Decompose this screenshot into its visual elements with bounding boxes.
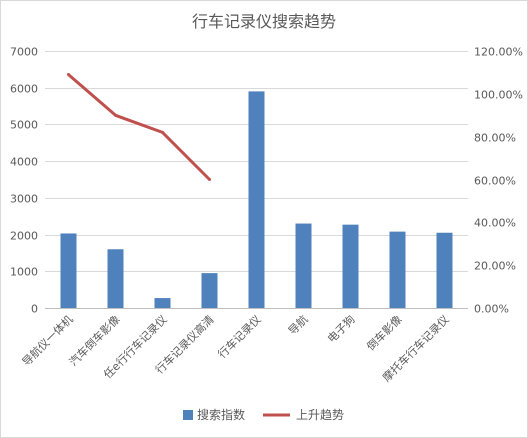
y2-tick-label: 40.00%	[474, 217, 516, 230]
bar	[60, 233, 77, 308]
y-tick-label: 0	[31, 303, 38, 316]
bar	[436, 232, 453, 308]
bar-series-search-index	[60, 91, 453, 308]
bar	[248, 91, 265, 308]
y2-tick-label: 20.00%	[474, 260, 516, 273]
y2-tick-label: 60.00%	[474, 175, 516, 188]
y-tick-label: 7000	[10, 46, 38, 59]
y2-tick-label: 80.00%	[474, 132, 516, 145]
y-tick-label: 6000	[10, 83, 38, 96]
legend-item-search-index: 搜索指数	[183, 407, 245, 422]
bar	[342, 224, 359, 308]
y-tick-label: 1000	[10, 266, 38, 279]
trend-point	[67, 73, 70, 77]
y2-tick-label: 100.00%	[474, 89, 523, 102]
trend-point	[114, 113, 117, 117]
bar	[107, 249, 124, 308]
legend-swatch-bar	[183, 410, 193, 420]
legend-label-search-index: 搜索指数	[197, 407, 245, 422]
y2-tick-label: 120.00%	[474, 46, 523, 59]
y-tick-label: 4000	[10, 156, 38, 169]
legend-item-rising-trend: 上升趋势	[263, 408, 344, 422]
y2-tick-label: 0.00%	[474, 303, 509, 316]
trend-point	[208, 178, 211, 181]
bar	[389, 231, 406, 308]
chart-title: 行车记录仪搜索趋势	[192, 12, 336, 31]
y-axis-right: 0.00% 20.00% 40.00% 60.00% 80.00% 100.00% 120.…	[474, 46, 523, 316]
legend-label-rising-trend: 上升趋势	[296, 408, 344, 422]
trend-point	[161, 130, 164, 134]
y-axis-left: 0 1000 2000 3000 4000 5000 6000 7000	[10, 46, 38, 316]
y-tick-label: 2000	[10, 230, 38, 243]
y-tick-label: 5000	[10, 119, 38, 132]
bar	[295, 223, 312, 308]
legend: 搜索指数 上升趋势	[183, 407, 344, 422]
bar	[154, 298, 171, 308]
trend-line	[67, 73, 211, 181]
y-tick-label: 3000	[10, 193, 38, 206]
line-series-rising-trend	[67, 73, 211, 181]
bar	[201, 273, 218, 308]
